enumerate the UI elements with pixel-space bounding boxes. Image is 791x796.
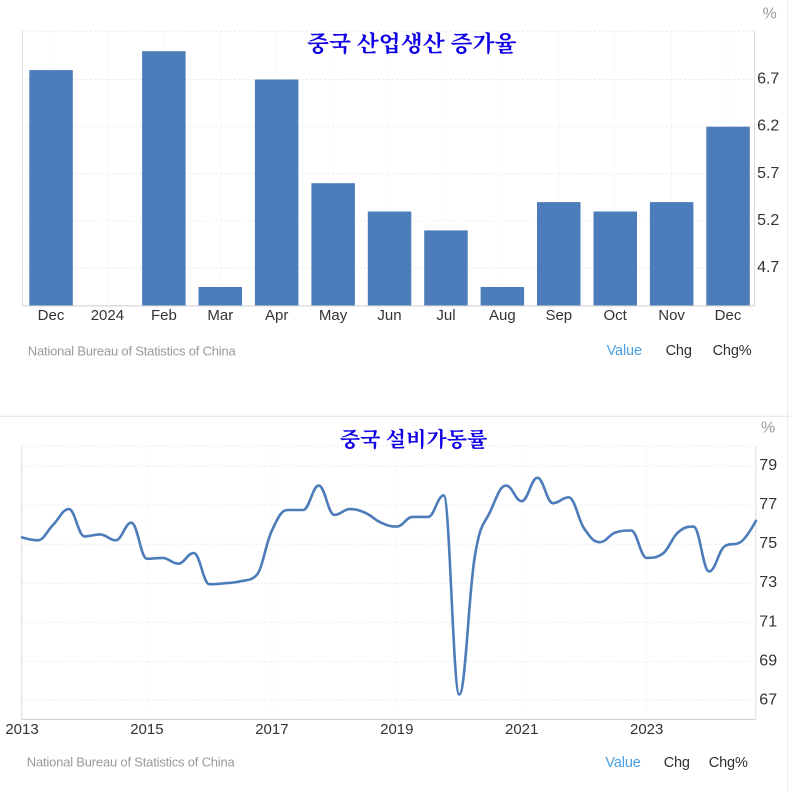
- svg-text:2015: 2015: [130, 721, 163, 738]
- svg-text:May: May: [319, 307, 348, 324]
- svg-text:Jun: Jun: [377, 307, 401, 324]
- svg-text:Chg%: Chg%: [709, 755, 748, 771]
- svg-text:Value: Value: [607, 343, 642, 359]
- svg-text:77: 77: [759, 496, 777, 513]
- svg-text:71: 71: [759, 613, 777, 630]
- svg-text:Chg%: Chg%: [713, 343, 752, 359]
- svg-text:69: 69: [759, 652, 777, 669]
- svg-text:4.7: 4.7: [757, 259, 779, 276]
- svg-text:2019: 2019: [380, 721, 413, 738]
- svg-text:67: 67: [759, 691, 777, 708]
- svg-text:National Bureau of Statistics: National Bureau of Statistics of China: [28, 343, 237, 358]
- svg-text:73: 73: [759, 574, 777, 591]
- svg-text:Nov: Nov: [658, 307, 685, 324]
- svg-text:5.2: 5.2: [757, 212, 779, 229]
- svg-text:Feb: Feb: [151, 307, 177, 324]
- svg-text:5.7: 5.7: [757, 165, 779, 182]
- svg-text:6.7: 6.7: [757, 71, 779, 88]
- svg-text:Chg: Chg: [664, 755, 690, 771]
- svg-text:2013: 2013: [5, 721, 38, 738]
- svg-text:Dec: Dec: [715, 307, 742, 324]
- svg-text:75: 75: [759, 535, 777, 552]
- svg-text:Aug: Aug: [489, 307, 516, 324]
- svg-text:2021: 2021: [505, 721, 538, 738]
- svg-text:Oct: Oct: [604, 307, 628, 324]
- svg-text:Mar: Mar: [207, 307, 233, 324]
- svg-text:79: 79: [759, 457, 777, 474]
- svg-text:2017: 2017: [255, 721, 288, 738]
- svg-text:National Bureau of Statistics: National Bureau of Statistics of China: [27, 755, 236, 770]
- svg-text:2024: 2024: [91, 307, 124, 324]
- svg-text:Jul: Jul: [436, 307, 455, 324]
- svg-text:6.2: 6.2: [757, 118, 779, 135]
- svg-text:Sep: Sep: [545, 307, 572, 324]
- svg-text:%: %: [763, 6, 777, 23]
- svg-text:Dec: Dec: [38, 307, 65, 324]
- svg-text:Apr: Apr: [265, 307, 288, 324]
- svg-text:Value: Value: [605, 755, 640, 771]
- svg-text:2023: 2023: [630, 721, 663, 738]
- svg-text:%: %: [761, 420, 775, 437]
- svg-text:Chg: Chg: [666, 343, 692, 359]
